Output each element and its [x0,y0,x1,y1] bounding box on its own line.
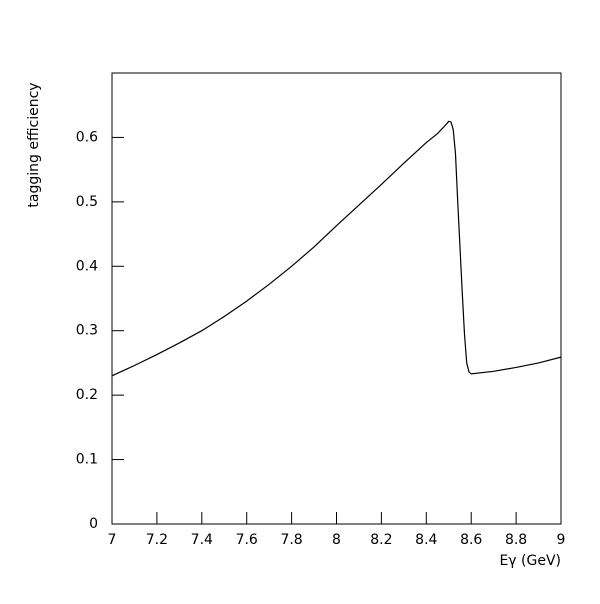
y-tick-label: 0.6 [76,129,98,145]
y-tick-label: 0.3 [76,323,98,339]
y-tick-label: 0 [89,516,98,532]
x-tick-label: 7.6 [236,532,258,548]
plot-frame [111,72,562,525]
x-tick-label: 8.6 [460,532,482,548]
x-tick-label: 8 [332,532,341,548]
x-tick-label: 9 [557,532,566,548]
y-tick-label: 0.1 [76,452,98,468]
x-tick-label: 8.2 [370,532,392,548]
data-line [111,120,562,377]
x-tick-label: 7.4 [191,532,213,548]
x-tick-label: 8.8 [505,532,527,548]
x-tick-label: 7 [108,532,117,548]
x-tick-label: 7.8 [280,532,302,548]
x-tick-label: 7.2 [146,532,168,548]
y-tick-label: 0.4 [76,258,98,274]
x-axis-label: Eγ (GeV) [499,553,561,569]
x-tick-label: 8.4 [415,532,437,548]
y-tick-label: 0.2 [76,387,98,403]
y-tick-label: 0.5 [76,194,98,210]
y-axis-label: tagging efficiency [26,82,42,207]
